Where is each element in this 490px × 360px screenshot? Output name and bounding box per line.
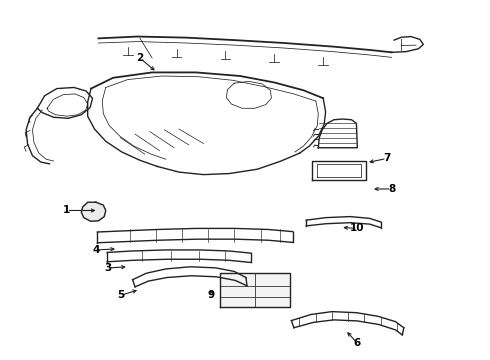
Polygon shape <box>220 273 290 307</box>
Text: 9: 9 <box>207 291 214 301</box>
Text: 3: 3 <box>104 263 112 273</box>
Text: 5: 5 <box>117 291 124 301</box>
Polygon shape <box>81 202 106 221</box>
Text: 4: 4 <box>92 245 99 255</box>
Text: 8: 8 <box>388 184 395 194</box>
Text: 2: 2 <box>136 53 144 63</box>
Text: 6: 6 <box>354 338 361 348</box>
Text: 1: 1 <box>63 206 70 216</box>
Text: 7: 7 <box>383 153 391 163</box>
Text: 10: 10 <box>350 224 365 233</box>
